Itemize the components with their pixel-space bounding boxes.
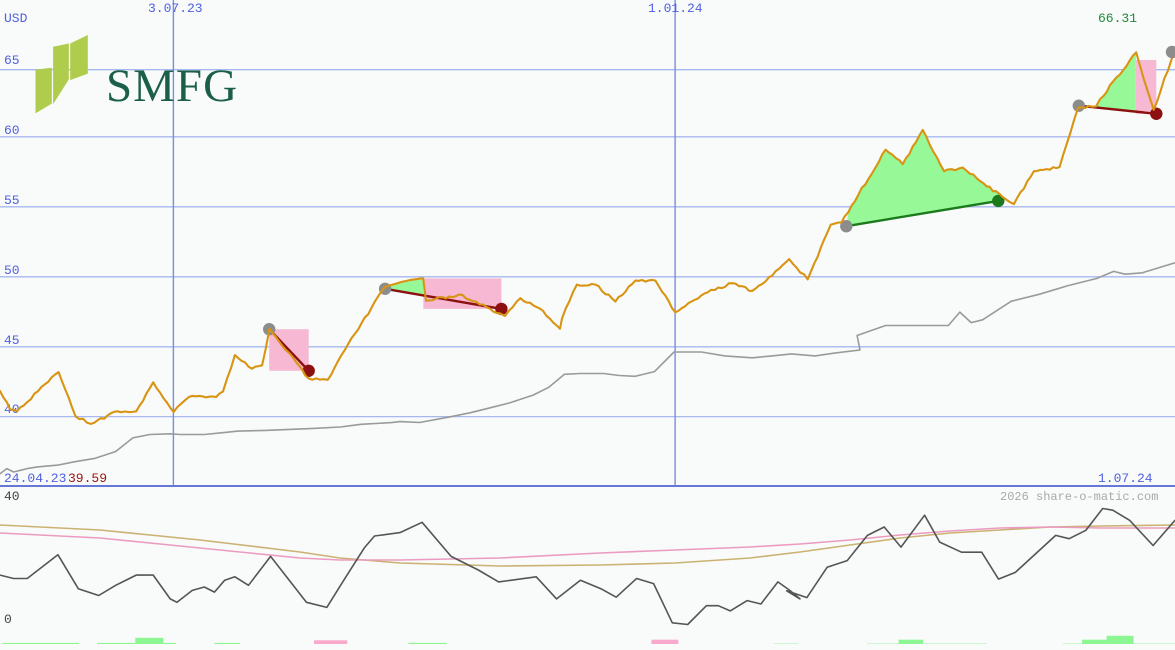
svg-text:55: 55 bbox=[4, 193, 20, 208]
svg-text:1.01.24: 1.01.24 bbox=[648, 1, 703, 16]
svg-text:3.07.23: 3.07.23 bbox=[148, 1, 203, 16]
svg-text:50: 50 bbox=[4, 263, 20, 278]
svg-text:60: 60 bbox=[4, 123, 20, 138]
svg-text:45: 45 bbox=[4, 333, 20, 348]
svg-text:USD: USD bbox=[4, 11, 28, 26]
svg-text:SMFG: SMFG bbox=[106, 60, 238, 112]
svg-text:2026 share-o-matic.com: 2026 share-o-matic.com bbox=[1000, 490, 1158, 504]
svg-text:65: 65 bbox=[4, 53, 20, 68]
svg-text:24.04.23: 24.04.23 bbox=[4, 471, 66, 486]
svg-text:1.07.24: 1.07.24 bbox=[1098, 471, 1153, 486]
svg-text:40: 40 bbox=[4, 489, 20, 504]
svg-text:39.59: 39.59 bbox=[68, 471, 107, 486]
svg-text:66.31: 66.31 bbox=[1098, 11, 1137, 26]
svg-text:0: 0 bbox=[4, 612, 12, 627]
